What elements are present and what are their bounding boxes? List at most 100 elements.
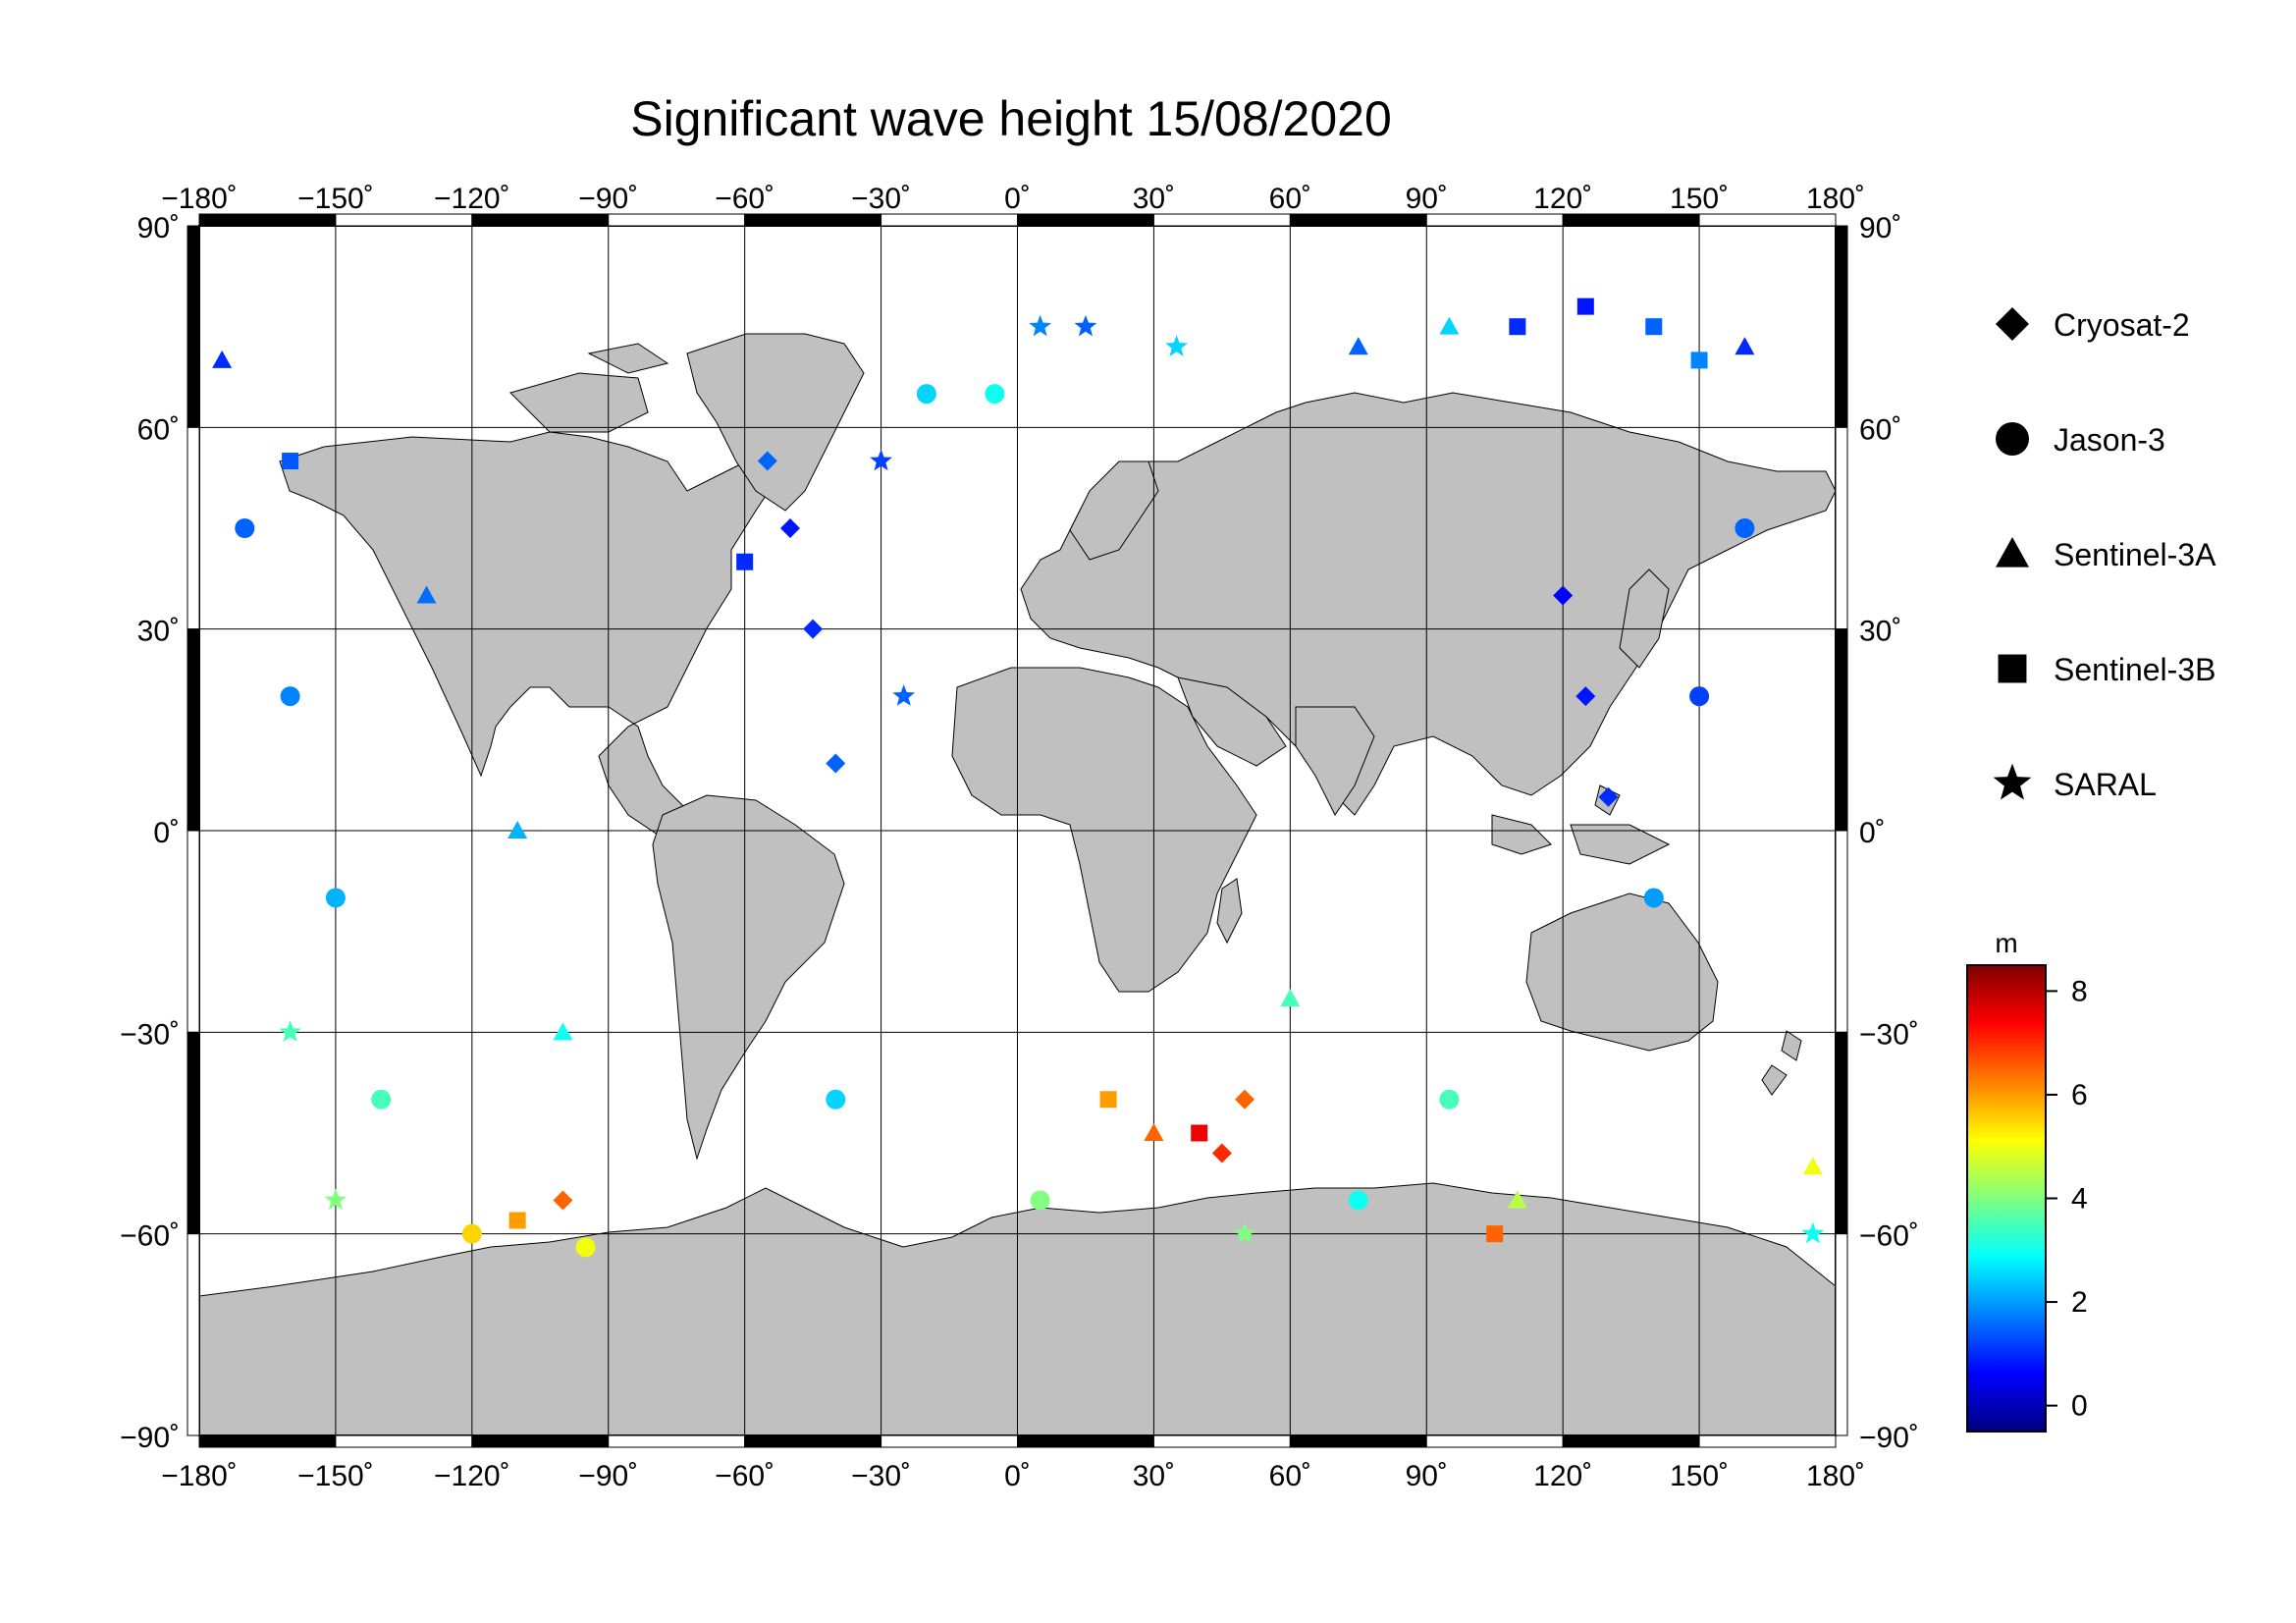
frame-bar-right: [1835, 426, 1848, 630]
south-america-landmass: [652, 794, 845, 1161]
frame-bar-bottom: [1152, 1434, 1291, 1448]
legend-marker-star-icon: [1993, 763, 2032, 800]
data-point-triangle: [553, 1022, 573, 1041]
data-point-circle: [325, 888, 346, 908]
frame-bar-right: [1835, 225, 1848, 428]
data-point-circle: [1735, 518, 1755, 538]
colorbar-unit-label: m: [1995, 928, 2017, 958]
data-point-circle: [1643, 888, 1664, 908]
data-point-diamond: [1235, 1089, 1255, 1109]
japan-islands: [1619, 568, 1670, 669]
frame-bar-top: [881, 213, 1018, 227]
frame-bar-top: [1289, 213, 1427, 227]
data-point-square: [1576, 298, 1594, 315]
frame-bar-left: [187, 225, 200, 428]
data-point-square: [1645, 318, 1663, 336]
frame-bar-left: [187, 830, 200, 1033]
data-point-diamond: [826, 753, 846, 774]
graticule: [199, 226, 1836, 1435]
frame-bar-bottom: [1698, 1434, 1837, 1448]
lon-tick-label-bottom: −150˚: [297, 1460, 374, 1492]
greenland-landmass: [686, 333, 865, 512]
frame-bar-left: [187, 628, 200, 832]
frame-bar-top: [1425, 213, 1564, 227]
lon-tick-label-top: 90˚: [1406, 183, 1448, 215]
data-point-circle: [235, 518, 255, 538]
lat-tick-label-right: 0˚: [1859, 817, 1886, 849]
lon-tick-label-top: −60˚: [715, 183, 774, 215]
lon-tick-label-top: −150˚: [297, 183, 374, 215]
colorbar-tick-label: 2: [2071, 1286, 2088, 1319]
frame-bar-left: [187, 426, 200, 630]
arabia-landmass: [1177, 676, 1287, 767]
legend-label: SARAL: [2054, 767, 2157, 802]
frame-bar-top: [744, 213, 882, 227]
frame-bar-bottom: [608, 1434, 746, 1448]
lon-tick-label-top: −90˚: [578, 183, 638, 215]
frame-bar-top: [1152, 213, 1291, 227]
frame-bar-right: [1835, 628, 1848, 832]
frame-bar-right: [1835, 1031, 1848, 1235]
data-point-diamond: [1211, 1143, 1232, 1163]
lon-tick-label-top: 0˚: [1004, 183, 1031, 215]
lat-tick-label-left: 90˚: [137, 212, 180, 244]
legend-marker-square-icon: [1998, 654, 2027, 683]
lat-tick-label-left: −60˚: [120, 1220, 180, 1253]
colorbar-tick-label: 8: [2071, 975, 2088, 1007]
lat-tick-label-left: 0˚: [153, 817, 180, 849]
data-point-diamond: [779, 518, 800, 538]
frame-bar-bottom: [1289, 1434, 1427, 1448]
legend-label: Jason-3: [2054, 422, 2165, 458]
data-point-triangle: [1348, 337, 1368, 355]
frame-bar-bottom: [471, 1434, 610, 1448]
colorbar-tick-label: 4: [2071, 1183, 2088, 1216]
lat-tick-label-right: 60˚: [1859, 413, 1901, 446]
frame-bar-left: [187, 1233, 200, 1436]
lat-tick-label-right: −30˚: [1859, 1018, 1919, 1051]
frame-bar-top: [471, 213, 610, 227]
data-point-circle: [280, 686, 300, 707]
colorbar: m 8 6 4 2 0: [1966, 928, 2088, 1433]
tick-labels: −180˚ −180˚ −150˚ −150˚ −120˚ −120˚ −90˚ −90˚ −6…: [120, 183, 1919, 1492]
data-point-triangle: [212, 350, 233, 368]
lon-tick-label-bottom: 150˚: [1670, 1460, 1729, 1492]
lon-tick-label-top: −120˚: [434, 183, 510, 215]
legend-label: Sentinel-3A: [2054, 537, 2216, 572]
lat-tick-label-left: −30˚: [120, 1018, 180, 1051]
legend-marker-circle-icon: [1996, 422, 2029, 456]
data-point-square: [508, 1212, 526, 1229]
colorbar-tick-label: 6: [2071, 1079, 2088, 1111]
data-point-circle: [1030, 1190, 1050, 1211]
data-point-triangle: [1144, 1123, 1164, 1141]
data-point-star: [324, 1188, 347, 1211]
data-point-star: [279, 1020, 301, 1042]
lon-tick-label-top: 120˚: [1533, 183, 1592, 215]
data-point-star: [870, 449, 892, 471]
data-point-circle: [916, 384, 936, 405]
data-point-circle: [575, 1237, 596, 1258]
lon-tick-label-top: −180˚: [161, 183, 238, 215]
data-point-circle: [461, 1223, 482, 1244]
lon-tick-label-bottom: −180˚: [161, 1460, 238, 1492]
scandinavia-landmass: [1069, 460, 1159, 561]
data-point-triangle: [1507, 1190, 1527, 1209]
data-point-circle: [1348, 1190, 1368, 1211]
legend-marker-diamond-icon: [1996, 307, 2029, 341]
lon-tick-label-bottom: −60˚: [715, 1460, 774, 1492]
data-point-circle: [1689, 686, 1710, 707]
lat-tick-label-right: 30˚: [1859, 616, 1901, 648]
lon-tick-label-bottom: 90˚: [1406, 1460, 1448, 1492]
lon-tick-label-top: 150˚: [1670, 183, 1729, 215]
data-point-circle: [1439, 1089, 1460, 1109]
lon-tick-label-bottom: −120˚: [434, 1460, 510, 1492]
data-point-circle: [371, 1089, 392, 1109]
satellite-tracks: [212, 298, 1825, 1258]
frame-bar-bottom: [1425, 1434, 1564, 1448]
data-point-diamond: [1553, 585, 1574, 606]
data-point-square: [1191, 1124, 1208, 1142]
data-point-diamond: [1575, 686, 1596, 707]
data-point-square: [1509, 318, 1526, 336]
data-point-circle: [826, 1089, 846, 1109]
australia-landmass: [1525, 893, 1719, 1052]
